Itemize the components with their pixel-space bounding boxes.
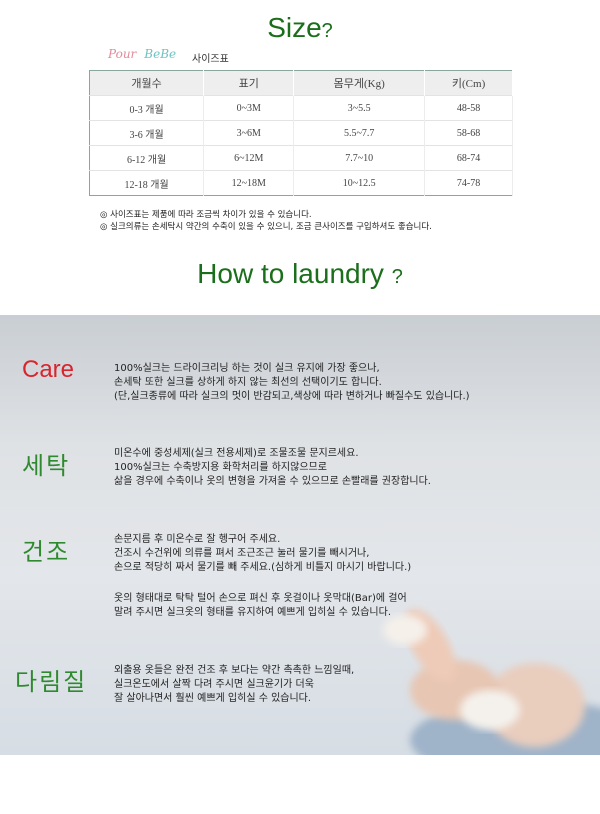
- table-row: 3-6 개월 3~6M 5.5~7.7 58-68: [89, 120, 513, 146]
- ironing-text: 외출용 옷들은 완전 건조 후 보다는 약간 촉촉한 느낌일때, 실크온도에서 …: [114, 665, 355, 704]
- size-chart-label: 사이즈표: [192, 54, 229, 65]
- brand-logo: Pour BeBe: [108, 47, 176, 61]
- size-title-q: ?: [321, 20, 333, 42]
- heading-washing: 세탁: [22, 453, 71, 480]
- header-weight: 몸무게(Kg): [293, 70, 426, 96]
- logo-pour: Pour: [108, 47, 137, 61]
- cell: 3~5.5: [293, 95, 426, 121]
- logo-bebe: BeBe: [144, 47, 177, 61]
- cell: 0-3 개월: [89, 95, 205, 121]
- laundry-title-q: ?: [391, 266, 403, 288]
- cell: 5.5~7.7: [293, 120, 426, 146]
- baby-image: [383, 609, 600, 755]
- cell: 68-74: [424, 145, 513, 171]
- laundry-title: How to laundry ?: [0, 258, 600, 290]
- table-header: 개월수 표기 몸무게(Kg) 키(Cm): [89, 70, 513, 96]
- cell: 6~12M: [203, 145, 295, 171]
- note-1: ◎ 사이즈표는 제품에 따라 조금씩 차이가 있을 수 있습니다.: [100, 210, 312, 220]
- cell: 0~3M: [203, 95, 295, 121]
- table-row: 6-12 개월 6~12M 7.7~10 68-74: [89, 145, 513, 171]
- cell: 48-58: [424, 95, 513, 121]
- heading-care: Care: [22, 356, 75, 383]
- washing-text: 미온수에 중성세제(실크 전용세제)로 조물조물 문지르세요. 100%실크는 …: [114, 448, 431, 487]
- cell: 10~12.5: [293, 170, 426, 196]
- cell: 3~6M: [203, 120, 295, 146]
- cell: 12-18 개월: [89, 170, 205, 196]
- note-2: ◎ 실크의류는 손세탁시 약간의 수축이 있을 수 있으니, 조금 큰사이즈를 …: [100, 222, 432, 232]
- care-text: 100%실크는 드라이크리닝 하는 것이 실크 유지에 가장 좋으나, 손세탁 …: [114, 363, 470, 402]
- heading-ironing: 다림질: [15, 669, 88, 696]
- header-months: 개월수: [89, 70, 205, 96]
- table-row: 12-18 개월 12~18M 10~12.5 74-78: [89, 170, 513, 196]
- drying-text: 손문지름 후 미온수로 잘 헹구어 주세요. 건조시 수건위에 의류를 펴서 조…: [114, 534, 412, 573]
- header-height: 키(Cm): [424, 70, 513, 96]
- laundry-title-text: How to laundry: [197, 258, 392, 289]
- drying-text-2: 옷의 형태대로 탁탁 털어 손으로 펴신 후 옷걸이나 옷막대(Bar)에 걸어…: [114, 593, 407, 618]
- cell: 58-68: [424, 120, 513, 146]
- cell: 7.7~10: [293, 145, 426, 171]
- size-title: Size?: [0, 12, 600, 44]
- cell: 74-78: [424, 170, 513, 196]
- heading-drying: 건조: [22, 539, 71, 566]
- size-table: 개월수 표기 몸무게(Kg) 키(Cm) 0-3 개월 0~3M 3~5.5 48-5…: [89, 70, 513, 196]
- size-title-text: Size: [267, 12, 322, 43]
- cell: 3-6 개월: [89, 120, 205, 146]
- cell: 6-12 개월: [89, 145, 205, 171]
- cell: 12~18M: [203, 170, 295, 196]
- table-row: 0-3 개월 0~3M 3~5.5 48-58: [89, 95, 513, 121]
- header-label: 표기: [203, 70, 295, 96]
